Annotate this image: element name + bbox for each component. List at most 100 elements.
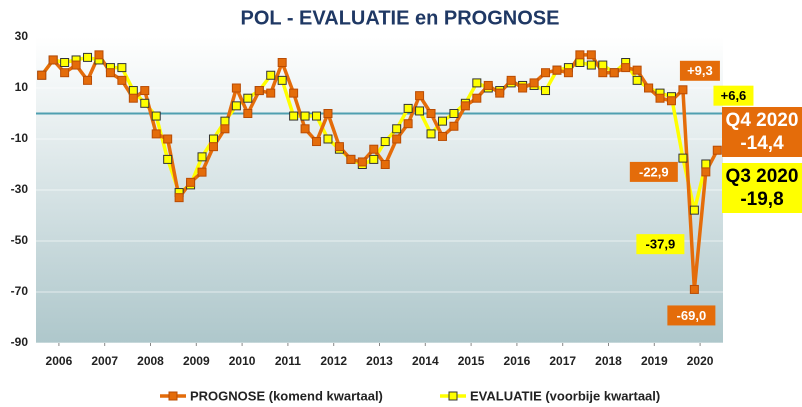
x-tick-label: 2018 (595, 354, 622, 368)
point-marker (369, 144, 379, 154)
point-marker (415, 106, 425, 116)
point-marker (380, 160, 390, 169)
x-tick-label: 2007 (91, 354, 118, 368)
x-tick-label: 2016 (504, 354, 531, 368)
x-tick-label: 2017 (549, 354, 576, 368)
point-marker (689, 284, 699, 294)
value-label-box (629, 161, 678, 182)
point-marker (403, 119, 413, 129)
point-marker (48, 55, 58, 65)
point-marker (208, 134, 218, 144)
point-marker (83, 75, 93, 85)
value-label-box (679, 60, 720, 81)
point-marker (426, 109, 436, 118)
value-label-box (713, 85, 754, 106)
point-marker (243, 93, 253, 103)
x-tick-label: 2020 (687, 354, 714, 368)
y-tick-label: -30 (11, 182, 29, 196)
point-marker (174, 193, 184, 203)
x-tick-label: 2010 (229, 354, 256, 368)
point-marker (655, 93, 665, 103)
point-marker (289, 88, 299, 98)
point-marker (128, 86, 138, 96)
point-marker (575, 50, 585, 60)
point-marker (231, 83, 241, 93)
point-marker (312, 111, 322, 121)
point-marker (644, 83, 654, 93)
y-tick-label: -50 (11, 233, 29, 247)
point-marker (60, 58, 70, 67)
point-marker (94, 50, 104, 60)
point-marker (140, 86, 150, 96)
point-marker (495, 88, 505, 98)
point-marker (392, 134, 402, 144)
point-marker (449, 121, 459, 131)
point-marker (483, 80, 493, 90)
point-marker (334, 142, 344, 152)
point-marker (689, 205, 699, 215)
value-label: +6,6 (721, 88, 747, 103)
point-marker (392, 124, 402, 134)
point-marker (151, 111, 161, 121)
point-marker (472, 78, 482, 88)
value-label: -37,9 (646, 237, 676, 252)
point-marker (197, 152, 207, 162)
point-marker (300, 111, 310, 121)
point-marker (586, 50, 596, 60)
value-label-box (667, 305, 716, 326)
point-marker (323, 134, 333, 144)
value-label: -22,9 (639, 164, 669, 179)
point-marker (701, 167, 711, 177)
point-marker (266, 70, 276, 80)
point-marker (472, 93, 482, 103)
point-marker (621, 63, 631, 73)
point-marker (460, 101, 470, 111)
point-marker (128, 93, 138, 103)
point-marker (701, 159, 711, 169)
annotation: Q4 2020 (726, 110, 799, 131)
point-marker (243, 109, 253, 118)
y-tick-label: -70 (11, 284, 29, 298)
annotation-box (722, 107, 802, 157)
point-marker (403, 103, 413, 113)
annotation: Q3 2020 (726, 166, 799, 187)
point-marker (117, 63, 127, 73)
point-marker (357, 157, 367, 167)
point-marker (415, 91, 425, 101)
point-marker (552, 65, 562, 75)
x-tick-label: 2014 (412, 354, 439, 368)
point-marker (105, 68, 115, 78)
value-label: -19,8 (740, 189, 783, 210)
point-marker (300, 124, 310, 134)
x-tick-label: 2015 (458, 354, 485, 368)
point-marker (163, 134, 173, 144)
point-marker (678, 85, 688, 95)
y-tick-label: 30 (15, 29, 29, 43)
point-marker (312, 137, 322, 147)
point-marker (563, 68, 573, 78)
point-marker (266, 88, 276, 98)
x-tick-label: 2011 (275, 354, 301, 368)
point-marker (426, 129, 436, 139)
point-marker (586, 60, 596, 70)
chart-title: POL - EVALUATIE en PROGNOSE (241, 7, 560, 29)
point-marker (289, 111, 299, 121)
point-marker (632, 65, 642, 75)
point-marker (632, 75, 642, 85)
legend-label: PROGNOSE (komend kwartaal) (190, 388, 383, 403)
x-tick-label: 2012 (320, 354, 347, 368)
point-marker (277, 58, 287, 67)
point-marker (506, 75, 516, 85)
x-tick-label: 2006 (46, 354, 73, 368)
point-marker (163, 154, 173, 164)
point-marker (231, 101, 241, 111)
point-marker (518, 83, 528, 93)
legend-label: EVALUATIE (voorbije kwartaal) (470, 388, 660, 403)
x-tick-label: 2013 (366, 354, 393, 368)
point-marker (186, 177, 196, 187)
x-tick-label: 2009 (183, 354, 210, 368)
point-marker (609, 68, 619, 78)
point-marker (449, 109, 459, 118)
x-tick-label: 2019 (641, 354, 668, 368)
